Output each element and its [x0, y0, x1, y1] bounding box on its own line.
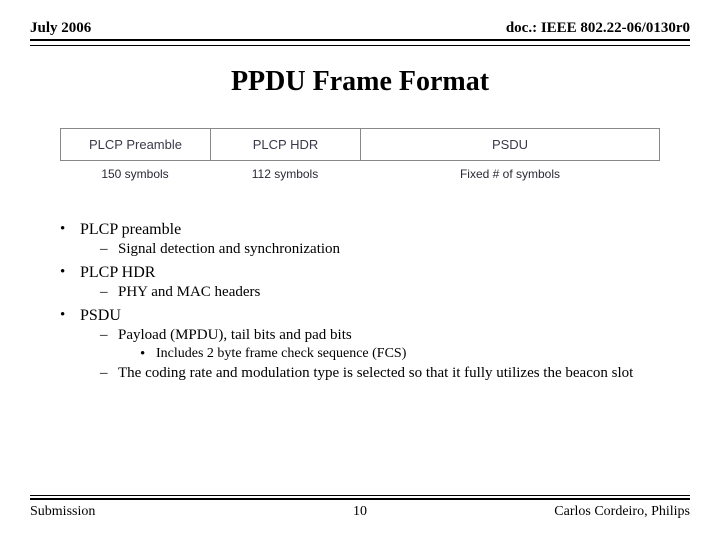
frame-cell-preamble: PLCP Preamble [61, 129, 211, 160]
bullet-text: PLCP preamble [80, 221, 181, 239]
footer-rule-thin [30, 495, 690, 496]
frame-cell-psdu: PSDU [361, 129, 659, 160]
footer-page-number: 10 [30, 504, 690, 520]
caption-hdr: 112 symbols [210, 167, 360, 181]
bullet-text: Includes 2 byte frame check sequence (FC… [156, 346, 406, 363]
bullet-dot-icon: • [140, 346, 156, 363]
bullet-dash-icon: – [100, 365, 118, 382]
bullet-dot-icon: • [60, 264, 80, 282]
frame-row: PLCP Preamble PLCP HDR PSDU [60, 128, 660, 161]
bullet-text: PLCP HDR [80, 264, 155, 282]
bullet-l1: • PSDU [60, 307, 690, 325]
bullet-l2: – Signal detection and synchronization [100, 241, 690, 258]
bullet-text: Signal detection and synchronization [118, 241, 340, 258]
bullet-dash-icon: – [100, 241, 118, 258]
bullet-content: • PLCP preamble – Signal detection and s… [30, 221, 690, 382]
bullet-l2: – PHY and MAC headers [100, 284, 690, 301]
bullet-l1: • PLCP preamble [60, 221, 690, 239]
bullet-dash-icon: – [100, 284, 118, 301]
slide-header: July 2006 doc.: IEEE 802.22-06/0130r0 [30, 20, 690, 41]
bullet-l3: • Includes 2 byte frame check sequence (… [140, 346, 690, 363]
footer-row: Submission 10 Carlos Cordeiro, Philips [30, 504, 690, 520]
footer-rule-thick [30, 498, 690, 500]
bullet-text: The coding rate and modulation type is s… [118, 365, 633, 382]
bullet-l1: • PLCP HDR [60, 264, 690, 282]
ppdu-frame-diagram: PLCP Preamble PLCP HDR PSDU 150 symbols … [60, 128, 660, 181]
bullet-l2: – The coding rate and modulation type is… [100, 365, 690, 382]
slide-title: PPDU Frame Format [30, 66, 690, 98]
bullet-dot-icon: • [60, 307, 80, 325]
slide-footer: Submission 10 Carlos Cordeiro, Philips [30, 495, 690, 520]
caption-psdu: Fixed # of symbols [360, 167, 660, 181]
header-rule [30, 45, 690, 46]
header-date: July 2006 [30, 20, 91, 37]
bullet-l2: – Payload (MPDU), tail bits and pad bits [100, 327, 690, 344]
frame-captions: 150 symbols 112 symbols Fixed # of symbo… [60, 167, 660, 181]
bullet-text: Payload (MPDU), tail bits and pad bits [118, 327, 352, 344]
header-doc-id: doc.: IEEE 802.22-06/0130r0 [506, 20, 690, 37]
frame-cell-hdr: PLCP HDR [211, 129, 361, 160]
bullet-dash-icon: – [100, 327, 118, 344]
caption-preamble: 150 symbols [60, 167, 210, 181]
bullet-dot-icon: • [60, 221, 80, 239]
bullet-text: PHY and MAC headers [118, 284, 260, 301]
bullet-text: PSDU [80, 307, 121, 325]
